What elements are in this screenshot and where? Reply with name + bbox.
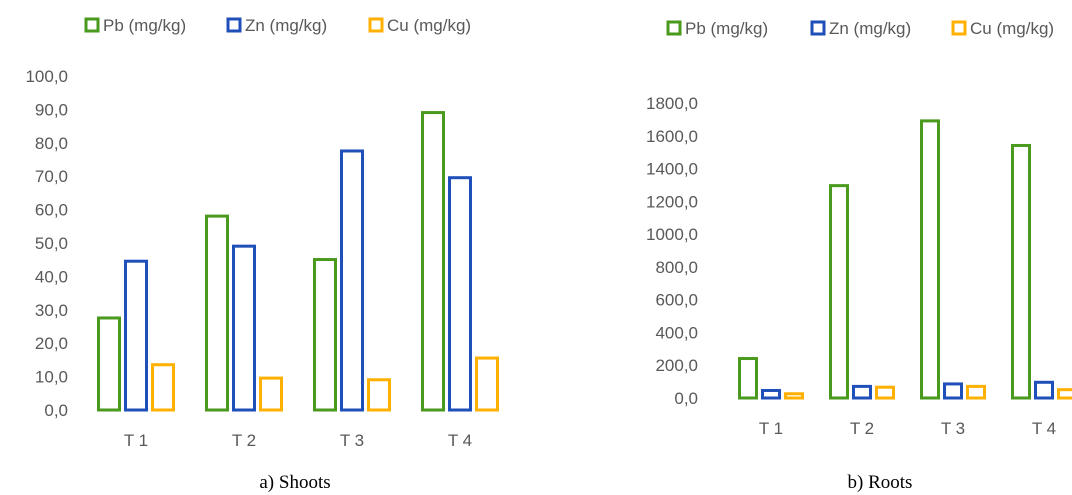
chart-caption: a) Shoots (259, 472, 331, 493)
y-tick-label: 20,0 (35, 334, 68, 353)
legend-label: Pb (mg/kg) (685, 19, 768, 38)
bar-zn-2 (852, 384, 872, 400)
legend-label: Cu (mg/kg) (970, 19, 1054, 38)
y-tick-label: 30,0 (35, 301, 68, 320)
y-tick-label: 40,0 (35, 267, 68, 286)
chart-shoots: Pb (mg/kg) Zn (mg/kg) Cu (mg/kg) 0,0 10,0 20,… (25, 16, 499, 493)
y-tick-label: 600,0 (655, 291, 698, 310)
x-tick-label: T 4 (448, 431, 472, 450)
bar-zn-1 (761, 388, 781, 400)
legend-label: Pb (mg/kg) (103, 16, 186, 35)
bar-pb-4 (1011, 143, 1031, 400)
legend-label: Zn (mg/kg) (245, 16, 327, 35)
bar-zn-2 (232, 244, 256, 412)
y-tick-label: 1000,0 (646, 225, 698, 244)
bar-pb-4 (421, 111, 445, 412)
y-tick-label: 60,0 (35, 201, 68, 220)
x-tick-label: T 1 (124, 431, 148, 450)
bar-zn-4 (1034, 380, 1054, 400)
bar-pb-2 (829, 184, 849, 400)
bar-pb-1 (97, 316, 121, 412)
bar-cu-4 (1057, 388, 1072, 400)
x-tick-label: T 2 (850, 419, 874, 438)
bar-pb-1 (738, 357, 758, 400)
bar-cu-2 (259, 376, 283, 412)
legend-swatch (666, 20, 682, 36)
bar-cu-4 (475, 356, 499, 412)
y-tick-label: 10,0 (35, 368, 68, 387)
bar-cu-3 (367, 378, 391, 412)
legend-swatch (84, 17, 100, 33)
chart-roots: Pb (mg/kg) Zn (mg/kg) Cu (mg/kg) 0,0 200,0 40… (536, 0, 1072, 495)
x-tick-label: T 1 (759, 419, 783, 438)
bar-zn-3 (340, 149, 364, 412)
y-tick-label: 90,0 (35, 100, 68, 119)
legend-swatch (226, 17, 242, 33)
x-tick-label: T 3 (941, 419, 965, 438)
x-tick-label: T 2 (232, 431, 256, 450)
y-tick-label: 80,0 (35, 134, 68, 153)
y-tick-label: 70,0 (35, 167, 68, 186)
y-tick-label: 200,0 (655, 356, 698, 375)
legend-swatch (368, 17, 384, 33)
x-tick-label: T 3 (340, 431, 364, 450)
bar-pb-2 (205, 214, 229, 412)
y-tick-label: 400,0 (655, 323, 698, 342)
y-tick-label: 0,0 (44, 401, 68, 420)
legend-swatch (810, 20, 826, 36)
bar-zn-3 (943, 382, 963, 400)
legend-label: Cu (mg/kg) (387, 16, 471, 35)
bar-pb-3 (920, 119, 940, 400)
y-tick-label: 0,0 (674, 389, 698, 408)
y-tick-label: 1600,0 (646, 127, 698, 146)
legend-label: Zn (mg/kg) (829, 19, 911, 38)
bar-pb-3 (313, 258, 337, 412)
bar-cu-1 (784, 392, 804, 400)
y-tick-label: 1200,0 (646, 192, 698, 211)
chart-shoots-svg: Pb (mg/kg) Zn (mg/kg) Cu (mg/kg) 0,0 10,0 20,… (25, 16, 499, 450)
legend-swatch (951, 20, 967, 36)
bar-zn-1 (124, 259, 148, 412)
y-tick-label: 1400,0 (646, 160, 698, 179)
x-tick-label: T 4 (1032, 419, 1056, 438)
y-tick-label: 50,0 (35, 234, 68, 253)
y-tick-label: 800,0 (655, 258, 698, 277)
bar-cu-1 (151, 363, 175, 412)
bar-zn-4 (448, 176, 472, 412)
bar-cu-3 (966, 384, 986, 400)
bar-cu-2 (875, 385, 895, 400)
chart-caption: b) Roots (847, 472, 913, 493)
y-tick-label: 100,0 (25, 67, 68, 86)
y-tick-label: 1800,0 (646, 94, 698, 113)
chart-roots-svg: Pb (mg/kg) Zn (mg/kg) Cu (mg/kg) 0,0 200,0 40… (646, 19, 1072, 438)
